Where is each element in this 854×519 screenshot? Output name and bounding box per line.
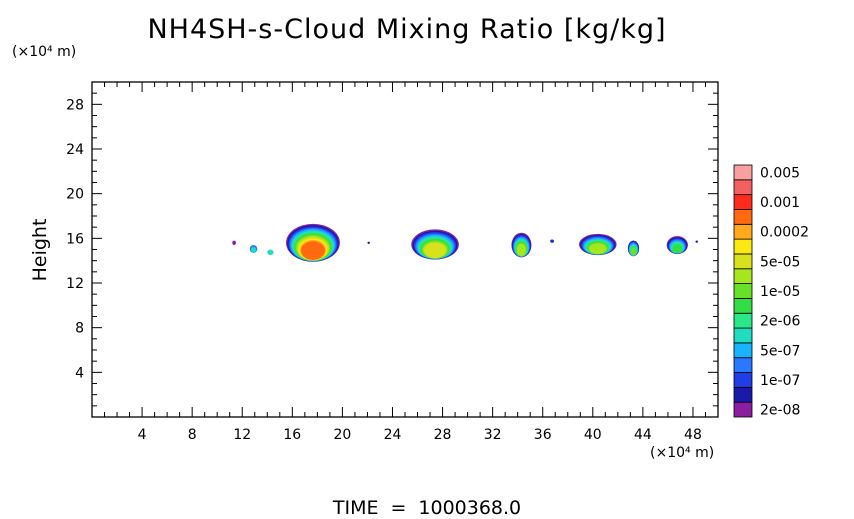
time-readout: TIME = 1000368.0 <box>0 497 854 519</box>
cloud-cell <box>550 239 554 243</box>
colorbar-label: 2e-06 <box>760 314 800 330</box>
colorbar-swatch <box>733 372 753 388</box>
colorbar-swatch <box>733 401 753 418</box>
plot-area <box>91 81 719 418</box>
time-value: 1000368.0 <box>418 497 522 519</box>
y-tick-label: 4 <box>75 365 84 381</box>
cloud-cell <box>267 249 274 256</box>
x-tick-label: 24 <box>384 427 402 443</box>
cloud-contour <box>672 243 683 254</box>
y-tick-label: 28 <box>66 97 84 113</box>
cloud-cell <box>232 240 236 246</box>
cloud-contour <box>250 246 257 253</box>
cloud-field <box>232 223 698 262</box>
cloud-contour <box>695 240 698 243</box>
colorbar-label: 0.0002 <box>760 225 809 241</box>
cloud-contour <box>589 243 607 255</box>
cloud-contour <box>550 240 554 243</box>
colorbar-swatch <box>733 327 753 344</box>
x-tick-label: 32 <box>484 427 502 443</box>
x-tick-label: 12 <box>233 427 251 443</box>
cloud-cell <box>579 233 617 256</box>
time-label: TIME <box>332 497 379 519</box>
cloud-contour <box>232 240 236 246</box>
colorbar-swatch <box>733 238 753 255</box>
y-tick-label: 8 <box>75 321 84 337</box>
colorbar-label: 1e-05 <box>760 284 800 300</box>
x-tick-label: 4 <box>138 427 147 443</box>
cloud-contour <box>301 241 325 260</box>
colorbar-swatch <box>733 386 753 403</box>
colorbar: 2e-08 1e-07 5e-07 2e-06 1e-05 5e-05 0.0002 0.00… <box>733 164 809 419</box>
x-tick-label: 28 <box>434 427 452 443</box>
y-tick-label: 16 <box>66 231 84 247</box>
cloud-contour <box>630 247 637 256</box>
colorbar-swatch <box>733 342 753 359</box>
colorbar-swatch <box>733 253 753 270</box>
cloud-contour <box>424 242 446 259</box>
colorbar-swatch <box>733 268 753 284</box>
y-tick-label: 24 <box>66 142 84 158</box>
cloud-cell <box>666 236 688 254</box>
colorbar-swatch <box>733 223 753 240</box>
cloud-cell <box>411 229 459 260</box>
colorbar-label: 2e-08 <box>760 403 800 419</box>
colorbar-swatch <box>733 283 753 299</box>
axis-ticks <box>92 82 718 417</box>
cloud-cell <box>627 240 640 257</box>
colorbar-swatch <box>733 164 753 181</box>
x-tick-label: 40 <box>584 427 602 443</box>
time-equals: = <box>390 497 407 519</box>
plot-frame <box>91 81 719 418</box>
colorbar-swatch <box>733 179 753 196</box>
colorbar-label: 1e-07 <box>760 373 800 389</box>
cloud-contour <box>367 241 370 244</box>
y-tick-label: 12 <box>66 276 84 292</box>
cloud-cell <box>249 245 258 253</box>
y-tick-label: 20 <box>66 187 84 203</box>
colorbar-swatch <box>733 194 753 210</box>
x-tick-label: 44 <box>634 427 652 443</box>
colorbar-label: 5e-05 <box>760 254 800 270</box>
x-tick-label: 36 <box>534 427 552 443</box>
colorbar-swatch <box>733 298 753 314</box>
cloud-cell <box>695 240 698 243</box>
colorbar-swatch <box>733 209 753 225</box>
colorbar-swatch <box>733 357 753 373</box>
cloud-contour <box>516 243 527 257</box>
cloud-contour <box>267 249 274 256</box>
colorbar-label: 0.005 <box>760 165 800 181</box>
colorbar-swatch <box>733 312 753 329</box>
cloud-cell <box>367 241 370 244</box>
y-axis-unit-label: (×10⁴ m) <box>12 44 77 60</box>
x-tick-label: 8 <box>188 427 197 443</box>
x-tick-label: 48 <box>684 427 702 443</box>
colorbar-label: 0.001 <box>760 195 800 211</box>
colorbar-label: 5e-07 <box>760 343 800 359</box>
cloud-cell <box>511 232 532 258</box>
x-axis-unit-label: (×10⁴ m) <box>650 445 715 461</box>
x-tick-label: 20 <box>333 427 351 443</box>
y-axis-label: Height <box>29 218 51 282</box>
x-tick-label: 16 <box>283 427 301 443</box>
cloud-cell <box>286 223 340 262</box>
chart-title: NH4SH-s-Cloud Mixing Ratio [kg/kg] <box>147 14 667 45</box>
